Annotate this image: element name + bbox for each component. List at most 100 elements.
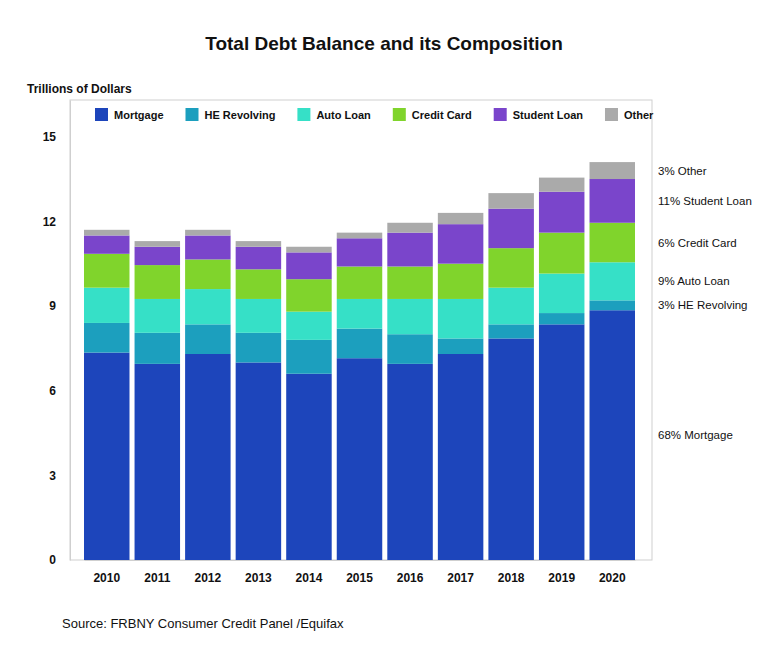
bar: [590, 162, 635, 179]
bar: [286, 374, 331, 560]
bar: [337, 267, 382, 299]
y-tick-label: 3: [49, 469, 56, 483]
x-tick: 2012: [194, 560, 221, 585]
legend-swatch: [494, 108, 507, 121]
legend-swatch: [186, 108, 199, 121]
x-tick-label: 2018: [498, 571, 525, 585]
bar: [438, 213, 483, 224]
bar: [438, 299, 483, 339]
bar: [84, 288, 129, 323]
bar: [185, 235, 230, 259]
bar: [236, 333, 281, 363]
bar: [135, 265, 180, 299]
bar: [84, 235, 129, 253]
x-tick: 2015: [346, 560, 373, 585]
bar: [185, 230, 230, 236]
bar: [539, 178, 584, 192]
series-bars: [84, 262, 635, 340]
bar: [185, 354, 230, 560]
x-tick: 2014: [296, 560, 323, 585]
legend-item: Mortgage: [95, 108, 164, 121]
bar: [286, 279, 331, 311]
x-tick-label: 2012: [194, 571, 221, 585]
bar: [488, 324, 533, 338]
x-tick-label: 2014: [296, 571, 323, 585]
y-tick: 3: [49, 469, 70, 483]
x-axis-line: [85, 560, 636, 561]
bar: [590, 310, 635, 560]
legend-label: Other: [624, 109, 654, 121]
legend-label: Student Loan: [513, 109, 584, 121]
bar: [135, 247, 180, 265]
bar: [185, 324, 230, 354]
series-bars: [84, 162, 635, 252]
bar: [539, 233, 584, 274]
x-axis: 2010201120122013201420152016201720182019…: [85, 560, 636, 585]
bar: [135, 299, 180, 333]
legend-item: Auto Loan: [297, 108, 371, 121]
annotation: 68% Mortgage: [658, 429, 733, 441]
bar: [337, 329, 382, 359]
bar: [539, 324, 584, 560]
annotation: 3% HE Revolving: [658, 299, 747, 311]
y-tick: 6: [49, 384, 70, 398]
y-axis: 03691215: [43, 101, 71, 568]
source: Source: FRBNY Consumer Credit Panel /Equ…: [62, 616, 344, 631]
bar: [438, 224, 483, 264]
bar: [488, 193, 533, 209]
annotation: 6% Credit Card: [658, 237, 737, 249]
legend-swatch: [605, 108, 618, 121]
bar: [387, 267, 432, 299]
legend-label: HE Revolving: [205, 109, 276, 121]
bar: [438, 264, 483, 299]
y-tick: 0: [49, 553, 70, 567]
bar: [236, 247, 281, 270]
bar: [590, 179, 635, 223]
legend: Mortgage HE Revolving Auto Loan Credit Card…: [95, 108, 654, 121]
legend-label: Credit Card: [412, 109, 472, 121]
series-bars: [84, 223, 635, 312]
bar: [590, 223, 635, 263]
x-tick-label: 2011: [144, 571, 170, 585]
legend-swatch: [393, 108, 406, 121]
bar: [438, 338, 483, 354]
bar: [539, 313, 584, 324]
bar: [236, 362, 281, 560]
bar: [337, 299, 382, 329]
x-tick-label: 2020: [599, 571, 626, 585]
bar: [590, 262, 635, 300]
bar: [539, 192, 584, 233]
x-tick: 2020: [599, 560, 626, 585]
x-tick: 2018: [498, 560, 525, 585]
legend-swatch: [95, 108, 108, 121]
bar: [135, 364, 180, 560]
title: Total Debt Balance and its Composition: [205, 33, 563, 54]
x-tick: 2010: [93, 560, 120, 585]
bar: [488, 288, 533, 325]
bar: [236, 269, 281, 299]
plot-frame: [70, 100, 652, 560]
y-tick-label: 9: [49, 299, 56, 313]
x-tick-label: 2019: [548, 571, 575, 585]
annotation: 11% Student Loan: [658, 195, 752, 207]
bar: [438, 354, 483, 560]
legend-label: Mortgage: [114, 109, 164, 121]
bar: [135, 241, 180, 247]
bar: [387, 364, 432, 560]
x-tick-label: 2010: [93, 571, 120, 585]
y-tick-label: 0: [49, 553, 56, 567]
bar: [337, 238, 382, 266]
bar: [337, 233, 382, 239]
x-tick-label: 2013: [245, 571, 272, 585]
chart: Total Debt Balance and its Composition Tr…: [0, 0, 768, 647]
bar: [488, 248, 533, 288]
x-tick-label: 2016: [397, 571, 424, 585]
annotation: 3% Other: [658, 165, 707, 177]
y-axis-title: Trillions of Dollars: [27, 82, 132, 96]
bar: [539, 274, 584, 314]
bar: [387, 223, 432, 233]
series-bars: [84, 179, 635, 279]
bar: [185, 289, 230, 324]
bar: [84, 323, 129, 353]
bar: [337, 358, 382, 560]
